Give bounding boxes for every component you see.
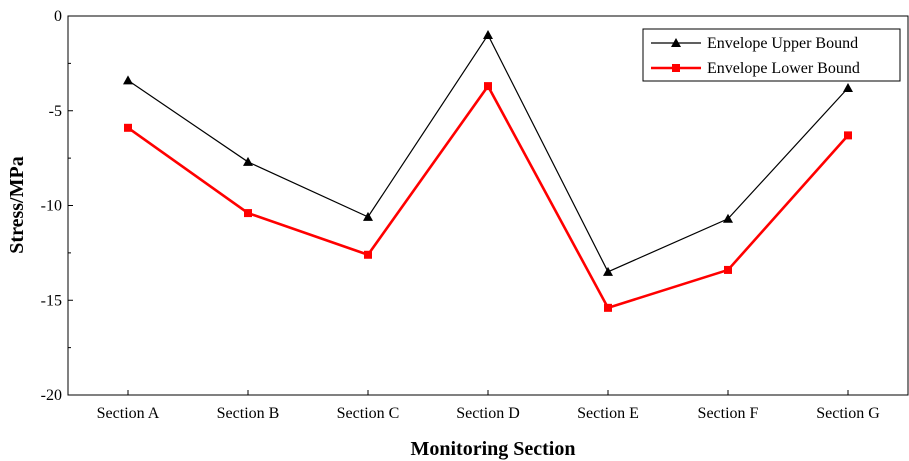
x-axis-title: Monitoring Section: [411, 438, 576, 460]
legend-marker: [672, 64, 680, 72]
x-tick-label: Section B: [217, 405, 280, 422]
y-axis-title: Stress/MPa: [6, 156, 28, 253]
y-tick-label: -20: [41, 387, 62, 404]
x-tick-label: Section F: [698, 405, 759, 422]
data-point: [244, 209, 252, 218]
data-point: [123, 75, 133, 85]
y-tick-label: -15: [41, 292, 62, 309]
legend-entry: Envelope Upper Bound: [651, 35, 858, 52]
y-tick-label: 0: [54, 8, 62, 25]
series-line: [127, 83, 849, 310]
data-point: [603, 266, 613, 276]
legend-label: Envelope Upper Bound: [707, 35, 858, 52]
legend-label: Envelope Lower Bound: [707, 60, 860, 77]
series-layer: [123, 29, 853, 312]
data-point: [724, 265, 732, 274]
legend-marker: [671, 38, 681, 47]
series-1: [124, 82, 852, 312]
legend-box: [642, 28, 901, 82]
x-axis-ticks: Section A Section B Section C Section D Sect…: [97, 390, 880, 422]
data-point: [843, 83, 853, 93]
data-point: [483, 29, 493, 39]
legend: Envelope Upper Bound Envelope Lower Bound: [642, 28, 901, 82]
series-0: [123, 29, 853, 276]
legend-entry: Envelope Lower Bound: [651, 60, 860, 77]
y-tick-label: -10: [41, 198, 62, 215]
data-point: [604, 303, 612, 312]
data-point: [364, 250, 372, 259]
data-point: [723, 213, 733, 223]
data-point: [124, 123, 132, 132]
x-tick-label: Section E: [577, 405, 639, 422]
x-tick-label: Section C: [337, 405, 400, 422]
data-point: [484, 82, 492, 91]
data-point: [243, 156, 253, 166]
x-tick-label: Section D: [456, 405, 520, 422]
y-axis-ticks: 0 -5 -10 -15 -20: [41, 8, 73, 404]
data-point: [363, 211, 373, 221]
x-tick-label: Section A: [97, 405, 160, 422]
data-point: [844, 131, 852, 140]
y-tick-label: -5: [49, 103, 62, 120]
x-tick-label: Section G: [816, 405, 880, 422]
